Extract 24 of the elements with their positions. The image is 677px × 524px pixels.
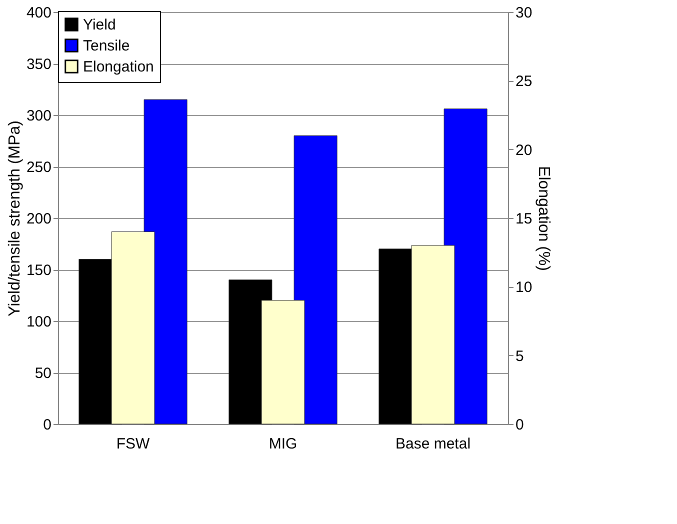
y2-tick-label: 15	[516, 210, 532, 228]
y2-tick-label: 30	[516, 4, 532, 22]
y2-tick-label: 25	[516, 73, 532, 90]
y-tick-label: 150	[26, 262, 52, 279]
x-tick-label: Base metal	[395, 436, 471, 452]
y-tick-label: 400	[26, 4, 52, 22]
y-tick-label: 50	[34, 365, 52, 382]
y-tick-label: 250	[26, 159, 52, 176]
y2-tick-label: 5	[516, 348, 524, 365]
x-tick-label: MIG	[268, 436, 298, 452]
y2-tick-label: 0	[516, 416, 524, 434]
y-tick-label: 300	[26, 108, 52, 124]
y-tick-label: 350	[26, 56, 52, 73]
y2-axis-title: Elongation (%)	[535, 166, 552, 271]
y-tick-label: 200	[26, 210, 52, 228]
y-axis-title: Yield/tensile strength (MPa)	[6, 120, 24, 316]
legend-label: Elongation	[83, 58, 154, 76]
x-tick-label: FSW	[116, 436, 151, 452]
y2-tick-label: 20	[516, 142, 532, 159]
y2-tick-label: 10	[516, 279, 532, 296]
legend-label: Tensile	[83, 38, 130, 54]
y-tick-label: 0	[43, 416, 52, 434]
legend-label: Yield	[83, 16, 116, 34]
y-tick-label: 100	[26, 314, 52, 330]
